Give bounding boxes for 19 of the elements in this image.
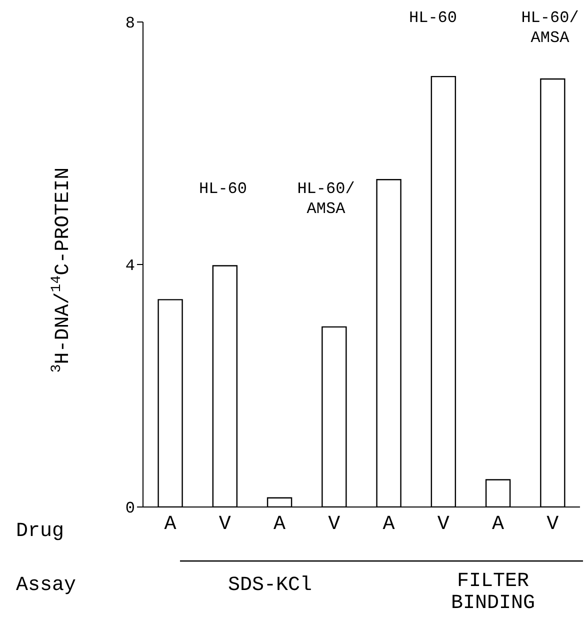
y-tick-label: 0 xyxy=(125,500,135,518)
x-tick-label: A xyxy=(164,513,176,536)
x-tick-label: A xyxy=(274,513,286,536)
annotation: HL-60 xyxy=(198,180,248,198)
text: FILTER BINDING xyxy=(450,570,536,615)
x-tick-label: V xyxy=(437,513,450,536)
text: Assay xyxy=(16,574,76,597)
y-tick-label: 4 xyxy=(125,257,135,276)
x-tick-label: V xyxy=(546,513,559,536)
text: SDS-KCl xyxy=(228,574,312,597)
annotation: HL-60 xyxy=(408,9,458,27)
x-tick-label: V xyxy=(218,513,231,536)
y-tick-label: 8 xyxy=(125,14,135,33)
text: Drug xyxy=(16,520,64,543)
x-tick-label: V xyxy=(328,513,340,536)
x-tick-label: A xyxy=(382,513,395,536)
annotation: HL-60/ AMSA xyxy=(297,180,355,218)
x-tick-label: A xyxy=(492,513,504,536)
annotation: HL-60/ AMSA xyxy=(521,9,579,47)
